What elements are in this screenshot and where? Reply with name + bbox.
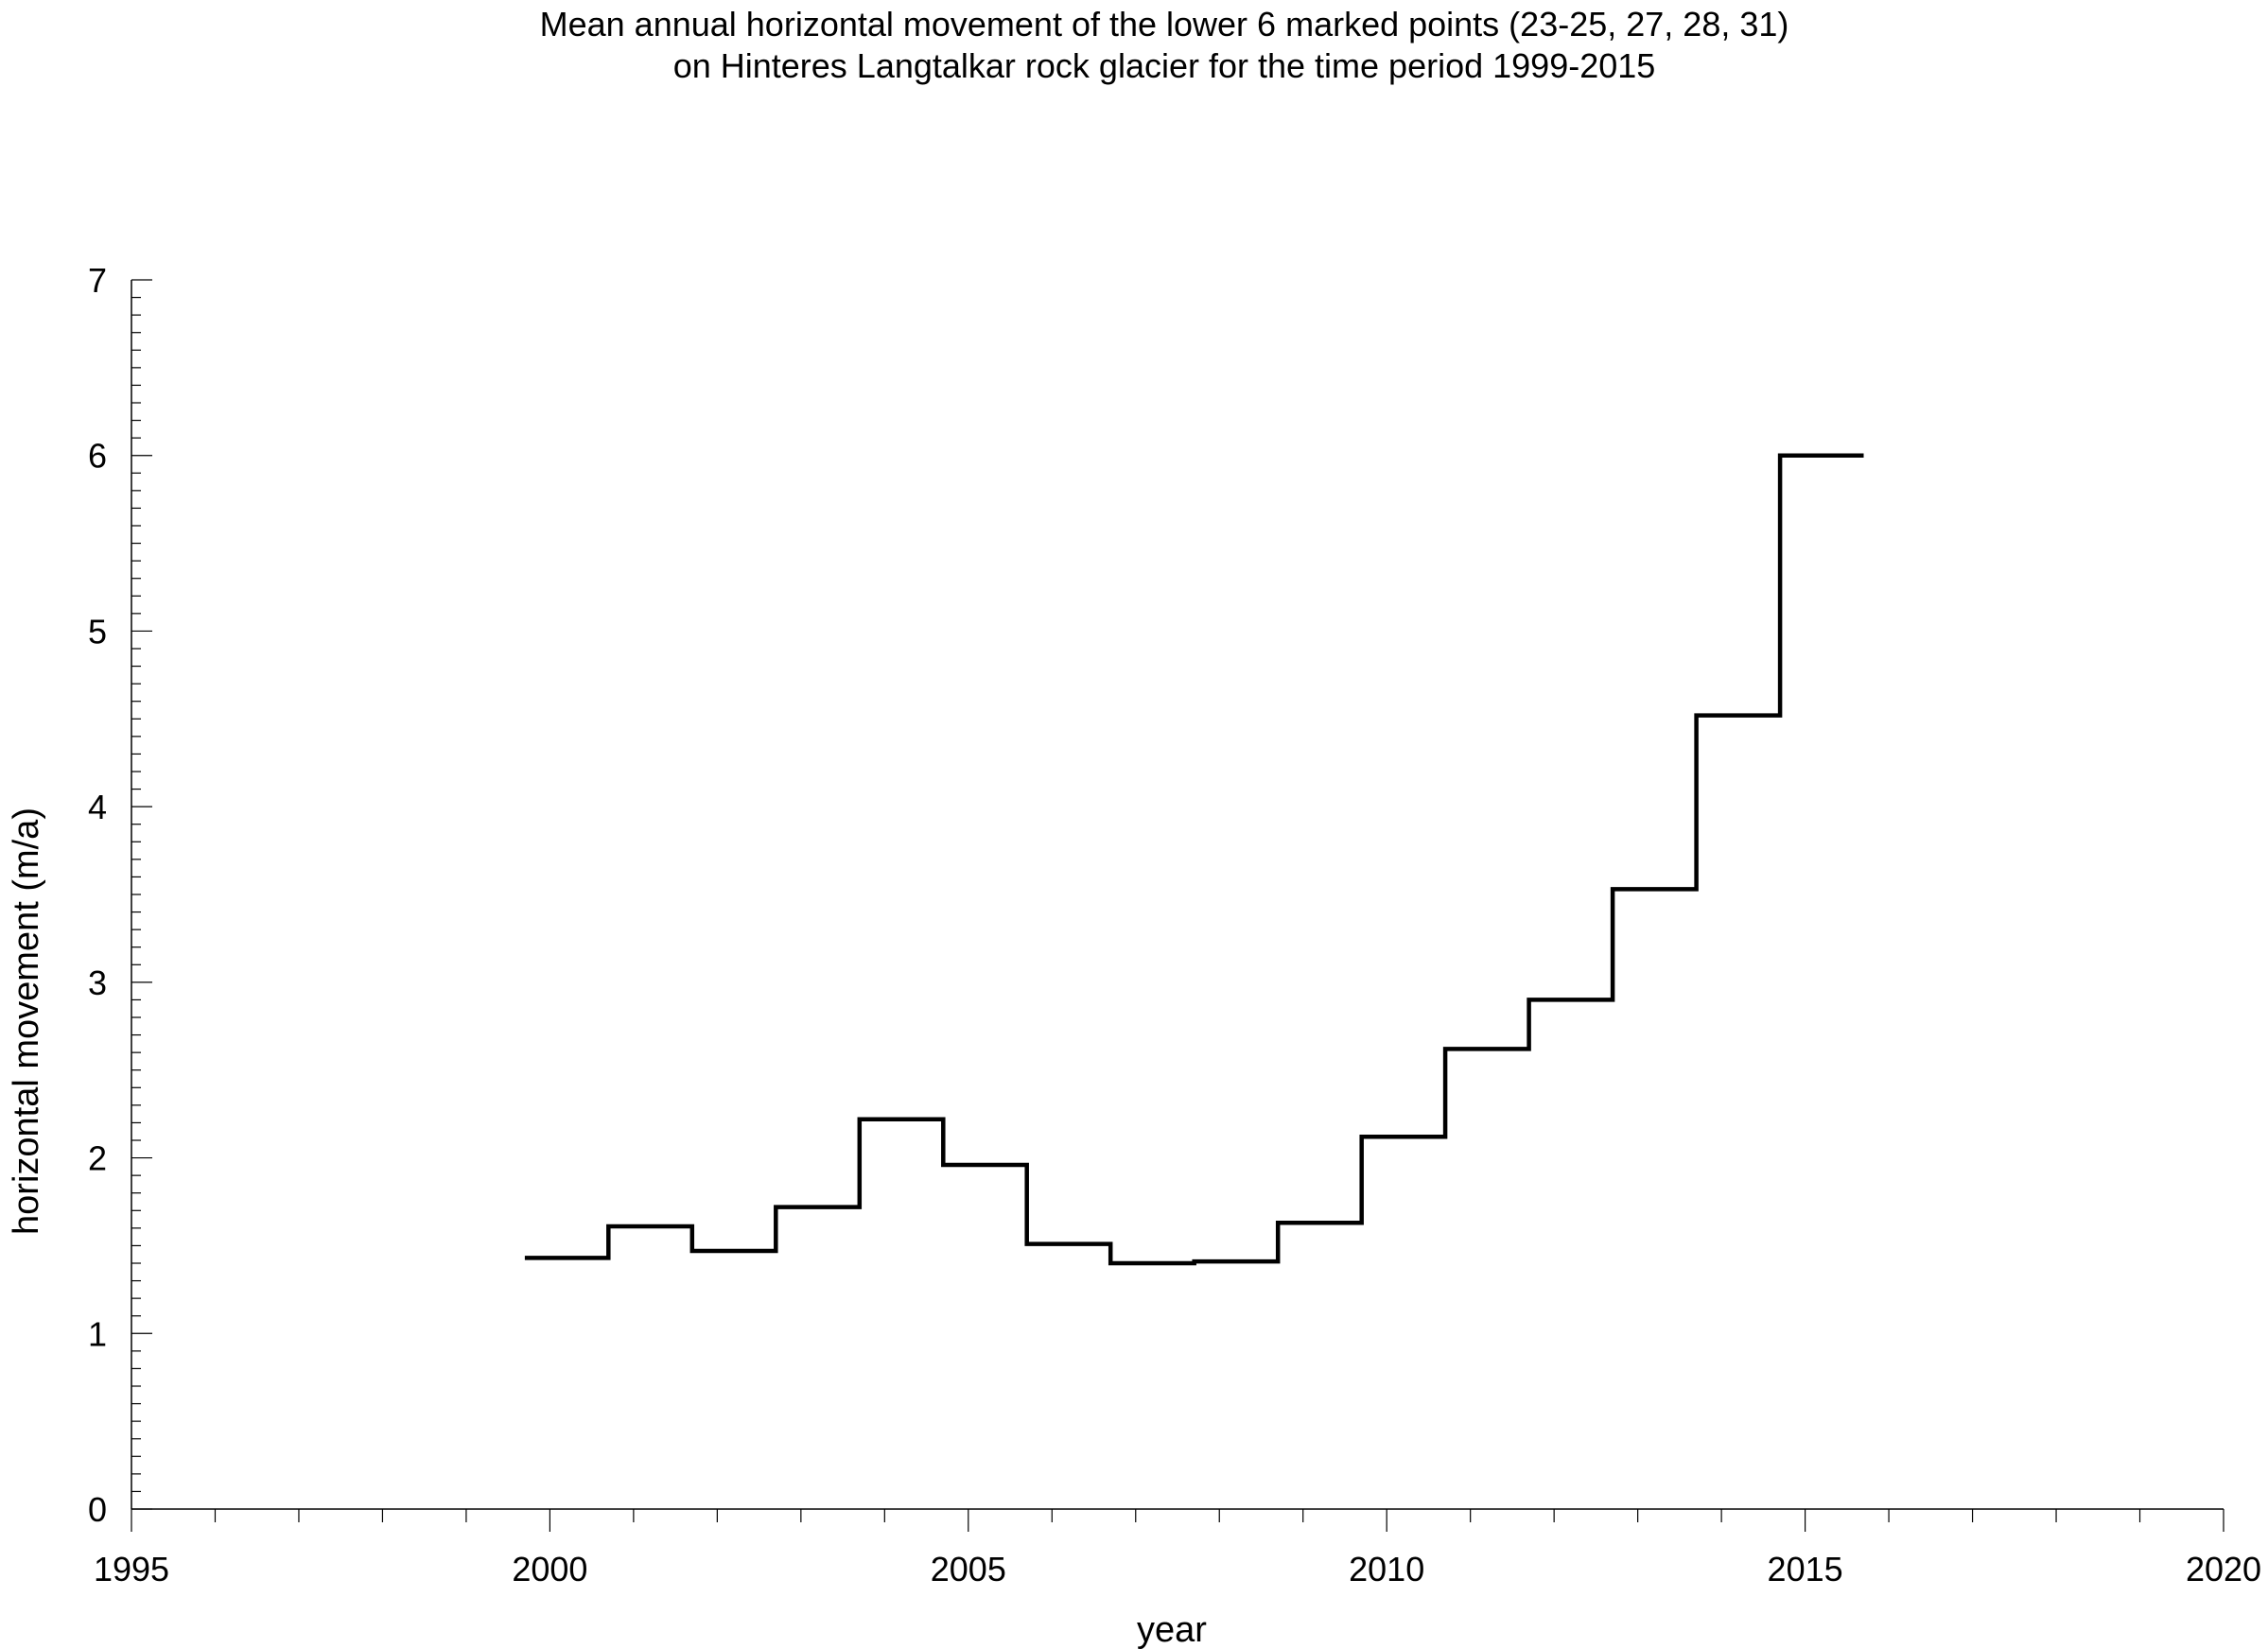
x-tick-label: 2020 xyxy=(2186,1550,2261,1588)
y-tick-label: 5 xyxy=(88,612,107,651)
series-step-line xyxy=(524,453,1864,1266)
y-tick-label: 6 xyxy=(88,437,107,476)
y-tick-label: 7 xyxy=(88,261,107,300)
x-tick-label: 2015 xyxy=(1768,1550,1843,1588)
x-axis-label: year xyxy=(1137,1610,1207,1649)
x-axis-ticks: 1995 2000 2005 2010 2015 2020 xyxy=(94,1509,2261,1588)
x-tick-label: 2005 xyxy=(931,1550,1006,1588)
y-tick-label: 4 xyxy=(88,788,107,826)
y-tick-label: 0 xyxy=(88,1490,107,1529)
x-tick-label: 1995 xyxy=(94,1550,169,1588)
chart-title-line-1: Mean annual horizontal movement of the l… xyxy=(540,5,1789,43)
x-tick-label: 2000 xyxy=(512,1550,587,1588)
plot-area: 0 1 2 3 4 5 6 7 1995 2000 2005 2010 2015 2020 xyxy=(88,261,2261,1588)
y-tick-label: 1 xyxy=(88,1314,107,1353)
chart-title-line-2: on Hinteres Langtalkar rock glacier for … xyxy=(673,46,1656,85)
y-tick-label: 3 xyxy=(88,963,107,1002)
y-axis-label: horizontal movement (m/a) xyxy=(7,807,46,1235)
series-group xyxy=(524,453,1864,1266)
x-tick-label: 2010 xyxy=(1349,1550,1424,1588)
y-axis-ticks: 0 1 2 3 4 5 6 7 xyxy=(88,261,152,1529)
y-tick-label: 2 xyxy=(88,1139,107,1178)
